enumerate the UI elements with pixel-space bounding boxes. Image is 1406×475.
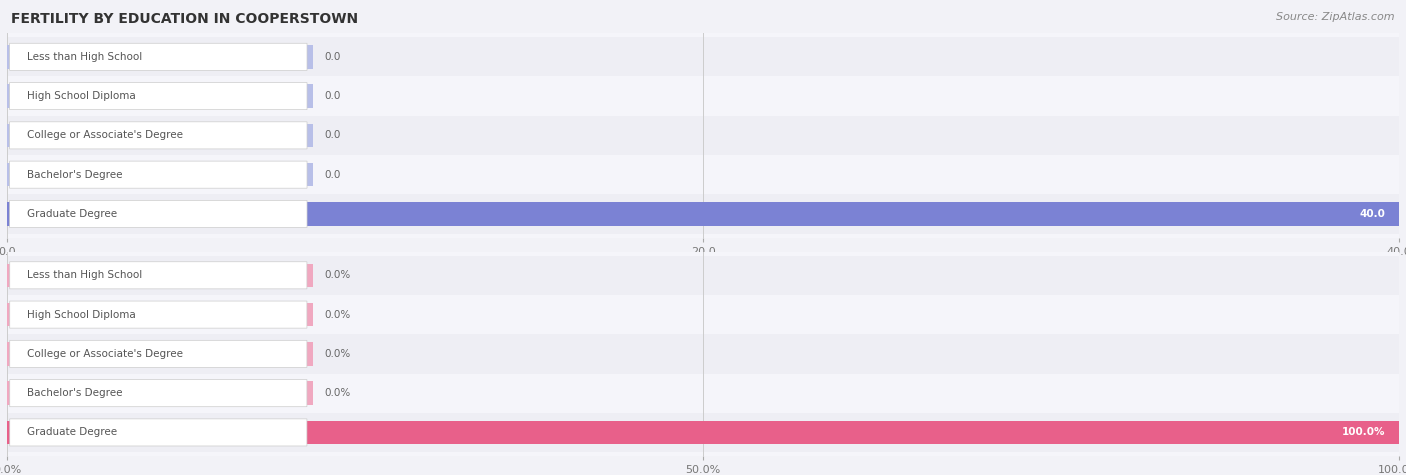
Text: Less than High School: Less than High School [27, 52, 142, 62]
Bar [7, 37, 1399, 76]
Bar [7, 413, 1399, 452]
Text: 0.0%: 0.0% [325, 310, 350, 320]
Text: Bachelor's Degree: Bachelor's Degree [27, 170, 122, 180]
Bar [7, 421, 1399, 444]
Text: High School Diploma: High School Diploma [27, 91, 135, 101]
Bar [7, 381, 314, 405]
Bar [7, 256, 1399, 295]
FancyBboxPatch shape [10, 122, 307, 149]
Text: College or Associate's Degree: College or Associate's Degree [27, 130, 183, 141]
Bar [7, 124, 314, 147]
Bar [7, 85, 314, 108]
Text: FERTILITY BY EDUCATION IN COOPERSTOWN: FERTILITY BY EDUCATION IN COOPERSTOWN [11, 12, 359, 26]
Bar [7, 264, 314, 287]
FancyBboxPatch shape [10, 340, 307, 368]
Text: College or Associate's Degree: College or Associate's Degree [27, 349, 183, 359]
FancyBboxPatch shape [10, 380, 307, 407]
Text: High School Diploma: High School Diploma [27, 310, 135, 320]
Text: 0.0: 0.0 [325, 91, 340, 101]
Bar [7, 334, 1399, 373]
FancyBboxPatch shape [10, 43, 307, 70]
Bar [7, 303, 314, 326]
Text: 0.0: 0.0 [325, 52, 340, 62]
Bar [7, 155, 1399, 194]
Bar [7, 45, 314, 68]
Text: Graduate Degree: Graduate Degree [27, 428, 117, 437]
Bar [7, 116, 1399, 155]
Bar [7, 202, 1399, 226]
FancyBboxPatch shape [10, 301, 307, 328]
Text: 0.0%: 0.0% [325, 388, 350, 398]
Text: 0.0: 0.0 [325, 130, 340, 141]
FancyBboxPatch shape [10, 83, 307, 110]
Text: 0.0: 0.0 [325, 170, 340, 180]
Text: Graduate Degree: Graduate Degree [27, 209, 117, 219]
Bar [7, 373, 1399, 413]
Text: 40.0: 40.0 [1360, 209, 1385, 219]
Text: 100.0%: 100.0% [1341, 428, 1385, 437]
Text: Source: ZipAtlas.com: Source: ZipAtlas.com [1277, 12, 1395, 22]
FancyBboxPatch shape [10, 262, 307, 289]
Bar [7, 342, 314, 366]
Text: Less than High School: Less than High School [27, 270, 142, 280]
Text: 0.0%: 0.0% [325, 270, 350, 280]
FancyBboxPatch shape [10, 419, 307, 446]
Bar [7, 295, 1399, 334]
FancyBboxPatch shape [10, 161, 307, 188]
Text: Bachelor's Degree: Bachelor's Degree [27, 388, 122, 398]
Bar [7, 194, 1399, 234]
FancyBboxPatch shape [10, 200, 307, 228]
Text: 0.0%: 0.0% [325, 349, 350, 359]
Bar [7, 76, 1399, 116]
Bar [7, 163, 314, 186]
